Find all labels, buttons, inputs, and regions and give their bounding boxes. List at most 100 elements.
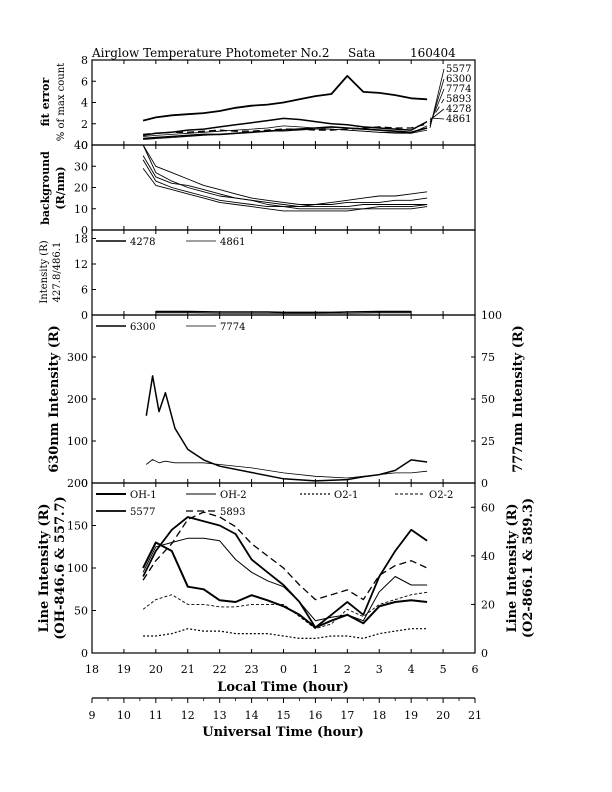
legend-label-o2-2: O2-2 <box>429 490 453 501</box>
y-tick-label-p2-left: 12 <box>74 258 88 271</box>
intensity-427-486-ylabel-line2: 427.8/486.1 <box>52 242 63 303</box>
y-tick-label-p0-left: 6 <box>81 75 88 88</box>
y-tick-label-p4-left: 100 <box>67 562 88 575</box>
series-line-intensity-o2-2 <box>142 591 428 630</box>
series-background-bg-d <box>142 155 428 208</box>
ut-tick-label: 14 <box>245 709 259 722</box>
fit-error-ylabel-line2: % of max count <box>56 63 67 141</box>
ut-time-label: Universal Time (hour) <box>202 725 364 740</box>
y-tick-label-p4-right: 0 <box>481 647 488 660</box>
y-tick-label-p3-left: 0 <box>81 477 88 490</box>
777-ylabel: 777nm Intensity (R) <box>511 325 526 473</box>
y-tick-label-p3-right: 50 <box>481 393 495 406</box>
intensity-427-486-ylabel-line1: Intensity (R) <box>39 240 50 303</box>
line-intensity-right-ylabel: Line Intensity (R) (O2-866.1 & 589.3) <box>505 498 536 638</box>
series-fit-error-6300 <box>142 117 428 137</box>
legend-label-o2-1: O2-1 <box>334 490 358 501</box>
legend-fit-4278: 4278 <box>446 104 471 115</box>
y-tick-label-p3-left: 300 <box>67 351 88 364</box>
local-tick-label: 5 <box>440 663 447 676</box>
y-tick-label-p4-right: 20 <box>481 598 495 611</box>
legend-label-4278: 4278 <box>130 237 155 248</box>
legend-label-5893: 5893 <box>220 507 245 518</box>
ut-tick-label: 20 <box>436 709 450 722</box>
ut-tick-label: 17 <box>340 709 354 722</box>
legend-label-6300: 6300 <box>130 322 155 333</box>
series-fit-error-4861 <box>143 128 428 141</box>
local-time-label: Local Time (hour) <box>217 680 349 695</box>
y-tick-label-p3-left: 100 <box>67 435 88 448</box>
background-ylabel-line1: background <box>39 151 52 225</box>
ut-tick-label: 13 <box>213 709 227 722</box>
y-tick-label-p0-left: 4 <box>81 97 88 110</box>
y-tick-label-p0-left: 0 <box>81 139 88 152</box>
series-line-intensity-5577 <box>142 516 428 629</box>
series-line-intensity-5893 <box>142 511 428 601</box>
observation-date: 160404 <box>410 46 456 60</box>
y-tick-label-p2-left: 18 <box>74 233 88 246</box>
series-intensity-427-486-4861 <box>155 312 412 315</box>
y-tick-label-p4-left: 200 <box>67 477 88 490</box>
630-ylabel-text: 630nm Intensity (R) <box>47 325 62 473</box>
ut-tick-label: 11 <box>149 709 163 722</box>
local-tick-label: 3 <box>376 663 383 676</box>
figure-title: Airglow Temperature Photometer No.2 <box>91 46 330 60</box>
series-630-777-7774 <box>146 459 428 479</box>
legend-fit-4861: 4861 <box>446 114 471 125</box>
legend-label-oh-2: OH-2 <box>220 490 247 501</box>
legend-label-5577: 5577 <box>130 507 155 518</box>
ut-tick-label: 9 <box>89 709 96 722</box>
y-tick-label-p1-left: 40 <box>74 139 88 152</box>
ticks-layer: 1891910201121122213231401511621731841952… <box>67 54 502 722</box>
ut-tick-label: 18 <box>372 709 386 722</box>
line-intensity-ylabel-line2: (OH-846.6 & 557.7) <box>53 496 68 640</box>
y-tick-label-p3-right: 25 <box>481 435 495 448</box>
y-tick-label-p1-left: 0 <box>81 224 88 237</box>
line-intensity-ylabel: Line Intensity (R) (OH-846.6 & 557.7) <box>37 496 68 640</box>
series-630-777-6300 <box>145 375 428 482</box>
y-tick-label-p4-right: 40 <box>481 550 495 563</box>
y-tick-label-p0-left: 2 <box>81 118 88 131</box>
local-tick-label: 23 <box>245 663 259 676</box>
local-tick-label: 22 <box>213 663 227 676</box>
legend-fit-5893: 5893 <box>446 94 471 105</box>
630-ylabel: 630nm Intensity (R) <box>47 325 62 473</box>
ut-tick-label: 10 <box>117 709 131 722</box>
y-tick-label-p0-left: 8 <box>81 54 88 67</box>
fit-error-ylabel: fit error % of max count <box>39 63 67 141</box>
ut-tick-label: 12 <box>181 709 195 722</box>
series-line-intensity-oh-2 <box>142 537 428 622</box>
ut-tick-label: 15 <box>277 709 291 722</box>
local-tick-label: 1 <box>312 663 319 676</box>
series-fit-error-5577 <box>142 75 428 122</box>
series-intensity-427-486-4278 <box>155 310 412 314</box>
series-background-bg-a <box>142 144 428 205</box>
legend-label-4861: 4861 <box>220 237 245 248</box>
y-tick-label-p2-left: 6 <box>81 284 88 297</box>
ut-tick-label: 21 <box>468 709 482 722</box>
local-tick-label: 19 <box>117 663 131 676</box>
y-tick-label-p3-right: 100 <box>481 309 502 322</box>
background-ylabel-line2: (R/nm) <box>54 166 67 209</box>
fit-error-ylabel-line1: fit error <box>39 77 52 126</box>
777-ylabel-text: 777nm Intensity (R) <box>511 325 526 473</box>
site-name: Sata <box>348 46 375 60</box>
series-fit-error-4278 <box>143 126 428 140</box>
series-line-intensity-oh-1 <box>142 541 428 629</box>
local-tick-label: 21 <box>181 663 195 676</box>
local-tick-label: 0 <box>280 663 287 676</box>
ut-tick-label: 19 <box>404 709 418 722</box>
y-tick-label-p4-left: 150 <box>67 520 88 533</box>
y-tick-label-p4-left: 50 <box>74 605 88 618</box>
y-tick-label-p2-left: 0 <box>81 309 88 322</box>
legend-fit-7774: 7774 <box>446 84 471 95</box>
line-intensity-right-ylabel-line2: (O2-866.1 & 589.3) <box>521 498 536 638</box>
legend-label-7774: 7774 <box>220 322 245 333</box>
local-tick-label: 2 <box>344 663 351 676</box>
y-tick-label-p4-left: 0 <box>81 647 88 660</box>
y-tick-label-p3-right: 75 <box>481 351 495 364</box>
series-background-bg-b <box>142 144 428 208</box>
local-tick-label: 6 <box>472 663 479 676</box>
legend-label-oh-1: OH-1 <box>130 490 157 501</box>
y-tick-label-p1-left: 30 <box>74 160 88 173</box>
